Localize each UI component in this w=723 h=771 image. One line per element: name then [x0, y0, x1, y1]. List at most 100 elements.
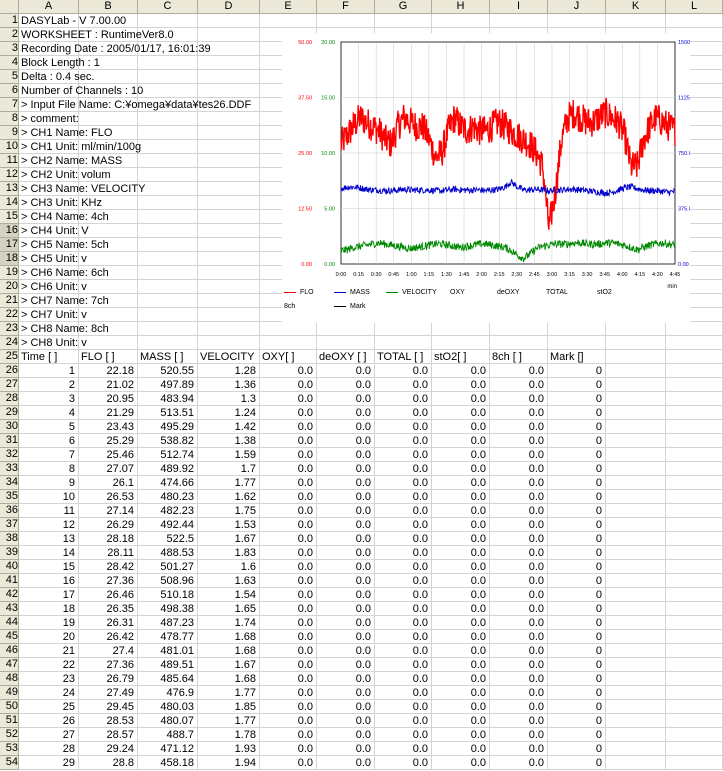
grid-cell[interactable]: [375, 322, 432, 336]
grid-cell[interactable]: [432, 756, 490, 770]
grid-cell[interactable]: [317, 686, 375, 700]
grid-cell[interactable]: [432, 490, 490, 504]
grid-cell[interactable]: [375, 476, 432, 490]
grid-cell[interactable]: [432, 434, 490, 448]
column-header-f[interactable]: F: [317, 0, 375, 14]
grid-cell[interactable]: [260, 630, 317, 644]
grid-cell[interactable]: [138, 140, 198, 154]
grid-cell[interactable]: [198, 602, 260, 616]
grid-cell[interactable]: [432, 364, 490, 378]
grid-cell[interactable]: [548, 504, 606, 518]
grid-cell[interactable]: [375, 420, 432, 434]
grid-cell[interactable]: [666, 630, 723, 644]
grid-cell[interactable]: [198, 294, 260, 308]
row-header[interactable]: 32: [0, 448, 19, 462]
grid-cell[interactable]: [490, 588, 548, 602]
grid-cell[interactable]: [375, 448, 432, 462]
grid-cell[interactable]: [79, 294, 138, 308]
row-header[interactable]: 35: [0, 490, 19, 504]
grid-cell[interactable]: [548, 476, 606, 490]
grid-cell[interactable]: [317, 602, 375, 616]
grid-cell[interactable]: [198, 448, 260, 462]
grid-cell[interactable]: [666, 700, 723, 714]
grid-cell[interactable]: [490, 532, 548, 546]
grid-cell[interactable]: [666, 616, 723, 630]
row-header[interactable]: 14: [0, 196, 19, 210]
grid-cell[interactable]: [19, 406, 79, 420]
grid-cell[interactable]: [606, 364, 666, 378]
grid-cell[interactable]: [79, 126, 138, 140]
grid-cell[interactable]: [198, 546, 260, 560]
grid-cell[interactable]: [79, 238, 138, 252]
grid-cell[interactable]: [19, 756, 79, 770]
grid-cell[interactable]: [198, 280, 260, 294]
grid-cell[interactable]: [138, 644, 198, 658]
grid-cell[interactable]: [375, 700, 432, 714]
grid-cell[interactable]: [198, 126, 260, 140]
grid-cell[interactable]: [260, 364, 317, 378]
grid-cell[interactable]: [260, 490, 317, 504]
row-header[interactable]: 15: [0, 210, 19, 224]
grid-cell[interactable]: [198, 756, 260, 770]
row-header[interactable]: 34: [0, 476, 19, 490]
row-header[interactable]: 17: [0, 238, 19, 252]
row-header[interactable]: 19: [0, 266, 19, 280]
grid-cell[interactable]: [548, 490, 606, 504]
grid-cell[interactable]: [19, 378, 79, 392]
grid-cell[interactable]: [317, 560, 375, 574]
grid-cell[interactable]: [79, 756, 138, 770]
grid-cell[interactable]: [260, 672, 317, 686]
grid-cell[interactable]: [606, 644, 666, 658]
grid-cell[interactable]: [19, 588, 79, 602]
row-header[interactable]: 48: [0, 672, 19, 686]
grid-cell[interactable]: [490, 476, 548, 490]
row-header[interactable]: 27: [0, 378, 19, 392]
grid-cell[interactable]: [490, 700, 548, 714]
grid-cell[interactable]: [19, 742, 79, 756]
grid-cell[interactable]: [375, 518, 432, 532]
grid-cell[interactable]: [606, 560, 666, 574]
grid-cell[interactable]: [317, 616, 375, 630]
grid-cell[interactable]: [490, 14, 548, 28]
grid-cell[interactable]: [432, 574, 490, 588]
grid-cell[interactable]: [548, 616, 606, 630]
grid-cell[interactable]: [79, 266, 138, 280]
row-header[interactable]: 22: [0, 308, 19, 322]
grid-cell[interactable]: [138, 210, 198, 224]
grid-cell[interactable]: [548, 658, 606, 672]
grid-cell[interactable]: [606, 406, 666, 420]
grid-cell[interactable]: [19, 182, 79, 196]
grid-cell[interactable]: [490, 462, 548, 476]
grid-cell[interactable]: [198, 84, 260, 98]
grid-cell[interactable]: [79, 700, 138, 714]
grid-cell[interactable]: [317, 448, 375, 462]
row-header[interactable]: 36: [0, 504, 19, 518]
grid-cell[interactable]: [432, 476, 490, 490]
grid-cell[interactable]: [138, 224, 198, 238]
grid-cell[interactable]: [79, 644, 138, 658]
grid-cell[interactable]: [19, 476, 79, 490]
grid-cell[interactable]: [317, 322, 375, 336]
grid-cell[interactable]: [19, 644, 79, 658]
grid-cell[interactable]: [19, 700, 79, 714]
row-header[interactable]: 3: [0, 42, 19, 56]
grid-cell[interactable]: [19, 28, 79, 42]
row-header[interactable]: 31: [0, 434, 19, 448]
row-header[interactable]: 29: [0, 406, 19, 420]
grid-cell[interactable]: [432, 420, 490, 434]
grid-cell[interactable]: [666, 490, 723, 504]
grid-cell[interactable]: [79, 224, 138, 238]
grid-cell[interactable]: [19, 714, 79, 728]
grid-cell[interactable]: [198, 378, 260, 392]
grid-cell[interactable]: [375, 714, 432, 728]
grid-cell[interactable]: [138, 28, 198, 42]
grid-cell[interactable]: [260, 616, 317, 630]
grid-cell[interactable]: [317, 336, 375, 350]
row-header[interactable]: 37: [0, 518, 19, 532]
row-header[interactable]: 23: [0, 322, 19, 336]
row-header[interactable]: 13: [0, 182, 19, 196]
grid-cell[interactable]: [375, 392, 432, 406]
grid-cell[interactable]: [19, 210, 79, 224]
grid-cell[interactable]: [260, 602, 317, 616]
grid-cell[interactable]: [317, 644, 375, 658]
